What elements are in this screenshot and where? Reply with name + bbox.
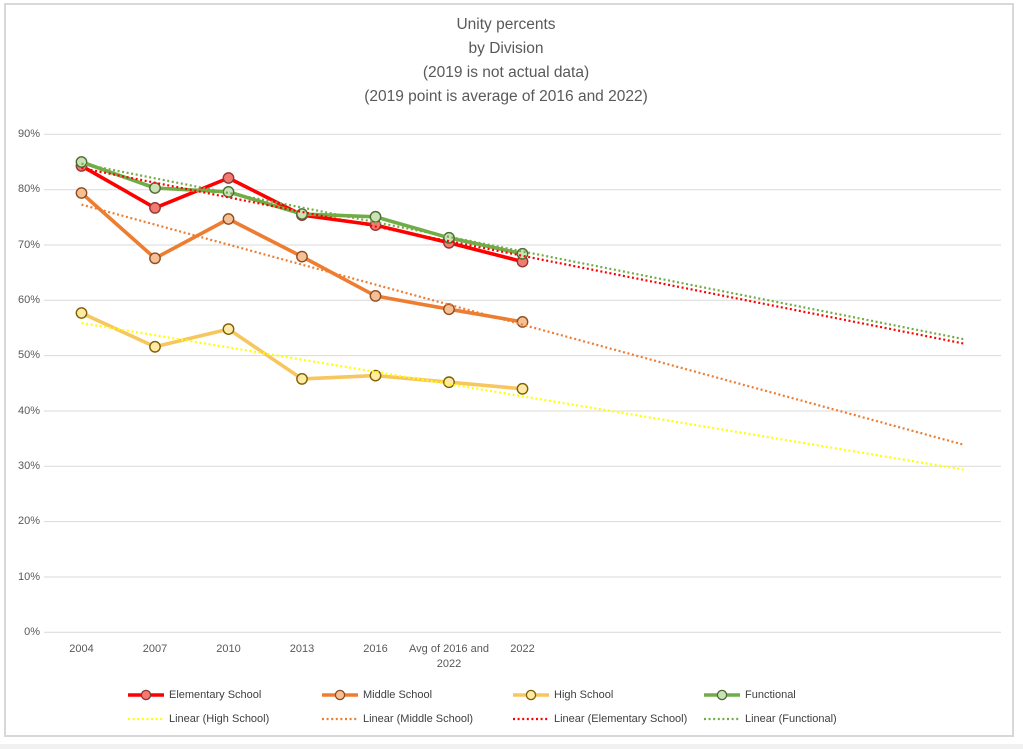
y-axis-tick-label: 60% (17, 293, 40, 306)
data-point-marker (516, 382, 529, 395)
data-point-marker (296, 372, 308, 385)
legend-item-linear-elementary-school-: Linear (Elementary School) (513, 712, 687, 726)
data-point-marker (443, 231, 455, 244)
chart-title-line: (2019 is not actual data) (422, 64, 590, 81)
x-axis-category-label: 2013 (289, 643, 315, 655)
data-point-marker (149, 201, 161, 214)
y-axis-tick-label: 50% (17, 349, 40, 362)
y-axis-tick-label: 90% (17, 127, 40, 140)
y-axis-tick-label: 0% (24, 625, 40, 638)
data-point-marker (222, 172, 235, 184)
y-axis-tick-label: 40% (17, 404, 40, 417)
x-axis-category-label: Avg of 2016 and 2022 (409, 643, 489, 670)
legend-line-sample (128, 689, 164, 701)
x-axis-category-label: 2007 (142, 643, 168, 655)
y-axis-tick-label: 80% (17, 183, 40, 196)
y-axis-tick-label: 70% (17, 238, 40, 251)
chart-title-line: Unity percents (456, 16, 556, 33)
legend-label: Middle School (363, 689, 433, 701)
data-point-marker (443, 376, 455, 389)
chart-frame (4, 3, 1014, 737)
data-point-marker (516, 247, 529, 260)
legend-dotted-sample (513, 717, 549, 721)
legend-label: Linear (Elementary School) (554, 713, 688, 725)
trendline-linear-high-school- (81, 321, 964, 471)
legend-dotted-sample (128, 717, 164, 721)
legend-label: Functional (745, 689, 796, 701)
data-point-marker (75, 187, 88, 199)
data-point-marker (222, 213, 235, 225)
chart-title: Unity percents by Division (2019 is not … (0, 13, 1012, 109)
legend-item-functional: Functional (704, 688, 796, 702)
x-axis-category-label: 2022 (510, 643, 535, 655)
data-point-marker (222, 185, 235, 198)
legend-label: Linear (Functional) (745, 713, 837, 725)
data-point-marker (369, 289, 382, 302)
y-axis-tick-label: 20% (17, 515, 40, 528)
trendline-linear-middle-school- (81, 203, 964, 446)
x-axis-category-label: 2016 (363, 643, 388, 655)
bottom-window-strip (0, 744, 1023, 749)
legend-line-sample (513, 689, 549, 701)
legend-dotted-sample (322, 717, 358, 721)
legend-item-linear-high-school-: Linear (High School) (128, 712, 269, 726)
data-point-marker (149, 252, 161, 265)
chart-title-line: (2019 point is average of 2016 and 2022) (364, 88, 648, 105)
legend-line-sample (704, 689, 740, 701)
legend-item-middle-school: Middle School (322, 688, 432, 702)
legend-label: High School (554, 689, 614, 701)
data-point-marker (296, 250, 308, 263)
data-point-marker (75, 307, 88, 319)
legend-item-linear-middle-school-: Linear (Middle School) (322, 712, 473, 726)
legend-item-elementary-school: Elementary School (128, 688, 261, 702)
series-high-school (75, 307, 529, 395)
legend-label: Elementary School (169, 689, 262, 701)
data-point-marker (443, 303, 455, 316)
data-point-marker (516, 315, 529, 328)
y-axis-tick-label: 10% (17, 570, 40, 583)
legend-item-high-school: High School (513, 688, 613, 702)
y-axis-tick-label: 30% (17, 459, 40, 472)
data-point-marker (222, 323, 235, 335)
data-point-marker (149, 340, 161, 353)
x-axis-category-label: 2004 (69, 643, 94, 655)
chart-title-line: by Division (468, 40, 544, 57)
legend-dotted-sample (704, 717, 740, 721)
data-point-marker (75, 156, 88, 168)
legend-label: Linear (High School) (169, 713, 270, 725)
series-middle-school (75, 187, 529, 328)
x-axis-category-label: 2010 (216, 643, 241, 655)
legend-item-linear-functional-: Linear (Functional) (704, 712, 837, 726)
legend-line-sample (322, 689, 358, 701)
legend-label: Linear (Middle School) (363, 713, 474, 725)
series-functional (75, 156, 529, 260)
